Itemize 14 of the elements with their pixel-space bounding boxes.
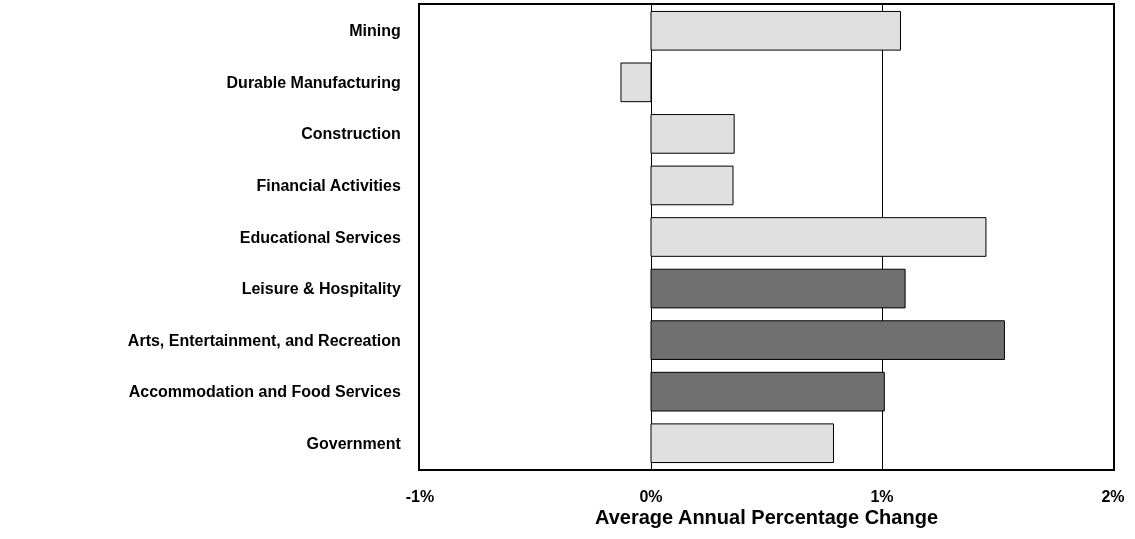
y-tick-label: Government bbox=[306, 434, 402, 452]
y-tick-label: Mining bbox=[349, 22, 401, 40]
x-tick-label: -1% bbox=[405, 488, 435, 506]
y-tick-label: Accommodation and Food Services bbox=[128, 383, 401, 401]
y-tick-label: Educational Services bbox=[239, 228, 401, 246]
y-tick-label: Financial Activities bbox=[256, 177, 401, 195]
y-tick-label: Durable Manufacturing bbox=[226, 73, 401, 91]
y-tick-label: Leisure & Hospitality bbox=[241, 280, 401, 298]
y-tick-label: Arts, Entertainment, and Recreation bbox=[127, 331, 401, 349]
x-tick-label: 2% bbox=[1101, 488, 1125, 506]
x-axis-title: Average Annual Percentage Change bbox=[594, 506, 939, 529]
x-tick-label: 0% bbox=[639, 488, 663, 506]
y-tick-label: Construction bbox=[301, 125, 401, 143]
x-tick-label: 1% bbox=[870, 488, 894, 506]
